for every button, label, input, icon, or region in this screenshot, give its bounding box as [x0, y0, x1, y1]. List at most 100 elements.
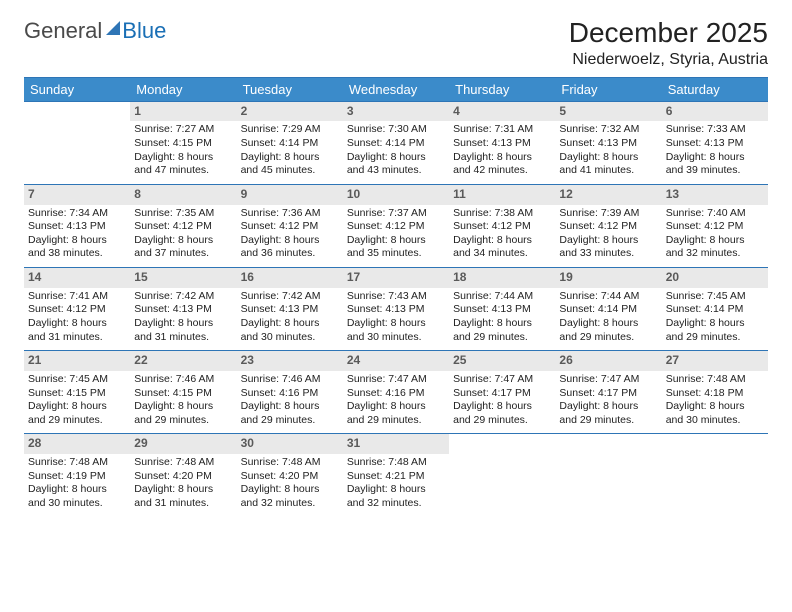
day-number: 18: [449, 268, 555, 288]
daylight-line: Daylight: 8 hours: [666, 400, 764, 414]
daylight-line: Daylight: 8 hours: [347, 483, 445, 497]
day-number: 12: [555, 185, 661, 205]
dow-sunday: Sunday: [24, 78, 130, 101]
sunrise-line: Sunrise: 7:47 AM: [453, 373, 551, 387]
daylight-line: and 30 minutes.: [666, 414, 764, 428]
sunset-line: Sunset: 4:13 PM: [559, 137, 657, 151]
sunset-line: Sunset: 4:15 PM: [134, 387, 232, 401]
month-title: December 2025: [569, 18, 768, 49]
sunrise-line: Sunrise: 7:47 AM: [347, 373, 445, 387]
dow-friday: Friday: [555, 78, 661, 101]
sunrise-line: Sunrise: 7:34 AM: [28, 207, 126, 221]
daylight-line: and 29 minutes.: [559, 414, 657, 428]
daylight-line: and 31 minutes.: [28, 331, 126, 345]
sunset-line: Sunset: 4:13 PM: [134, 303, 232, 317]
sunrise-line: Sunrise: 7:27 AM: [134, 123, 232, 137]
daylight-line: and 29 minutes.: [28, 414, 126, 428]
daylight-line: Daylight: 8 hours: [347, 151, 445, 165]
day-number: 1: [130, 102, 236, 122]
day-cell: 8Sunrise: 7:35 AMSunset: 4:12 PMDaylight…: [130, 185, 236, 267]
week-row: 1Sunrise: 7:27 AMSunset: 4:15 PM Daylight…: [24, 101, 768, 184]
sunset-line: Sunset: 4:13 PM: [453, 137, 551, 151]
weeks-container: 1Sunrise: 7:27 AMSunset: 4:15 PMDaylight…: [24, 101, 768, 517]
day-cell: 4Sunrise: 7:31 AMSunset: 4:13 PMDaylight…: [449, 102, 555, 184]
day-number: 30: [237, 434, 343, 454]
sunrise-line: Sunrise: 7:32 AM: [559, 123, 657, 137]
day-cell: 12Sunrise: 7:39 AMSunset: 4:12 PMDayligh…: [555, 185, 661, 267]
day-of-week-header: Sunday Monday Tuesday Wednesday Thursday…: [24, 78, 768, 101]
sunset-line: Sunset: 4:12 PM: [28, 303, 126, 317]
day-cell: 11Sunrise: 7:38 AMSunset: 4:12 PMDayligh…: [449, 185, 555, 267]
day-number: 15: [130, 268, 236, 288]
sunset-line: Sunset: 4:14 PM: [347, 137, 445, 151]
daylight-line: Daylight: 8 hours: [241, 317, 339, 331]
day-number: 9: [237, 185, 343, 205]
daylight-line: and 45 minutes.: [241, 164, 339, 178]
sunrise-line: Sunrise: 7:48 AM: [241, 456, 339, 470]
sunset-line: Sunset: 4:12 PM: [347, 220, 445, 234]
day-number: 16: [237, 268, 343, 288]
day-cell: [662, 434, 768, 516]
sunset-line: Sunset: 4:12 PM: [453, 220, 551, 234]
daylight-line: and 29 minutes.: [134, 414, 232, 428]
daylight-line: and 42 minutes.: [453, 164, 551, 178]
sunset-line: Sunset: 4:13 PM: [666, 137, 764, 151]
daylight-line: Daylight: 8 hours: [28, 234, 126, 248]
daylight-line: Daylight: 8 hours: [666, 317, 764, 331]
sunrise-line: Sunrise: 7:48 AM: [347, 456, 445, 470]
sunset-line: Sunset: 4:20 PM: [134, 470, 232, 484]
dow-monday: Monday: [130, 78, 236, 101]
day-cell: 29Sunrise: 7:48 AMSunset: 4:20 PMDayligh…: [130, 434, 236, 516]
daylight-line: Daylight: 8 hours: [134, 234, 232, 248]
day-number: 6: [662, 102, 768, 122]
daylight-line: and 29 minutes.: [559, 331, 657, 345]
daylight-line: Daylight: 8 hours: [241, 234, 339, 248]
sunset-line: Sunset: 4:19 PM: [28, 470, 126, 484]
sunset-line: Sunset: 4:12 PM: [559, 220, 657, 234]
sunset-line: Sunset: 4:18 PM: [666, 387, 764, 401]
sunset-line: Sunset: 4:12 PM: [241, 220, 339, 234]
top-bar: General Blue December 2025 Niederwoelz, …: [24, 18, 768, 69]
daylight-line: Daylight: 8 hours: [28, 317, 126, 331]
day-cell: 6Sunrise: 7:33 AMSunset: 4:13 PMDaylight…: [662, 102, 768, 184]
day-cell: 20Sunrise: 7:45 AMSunset: 4:14 PMDayligh…: [662, 268, 768, 350]
daylight-line: Daylight: 8 hours: [347, 317, 445, 331]
sunset-line: Sunset: 4:17 PM: [453, 387, 551, 401]
daylight-line: and 37 minutes.: [134, 247, 232, 261]
day-cell: 31Sunrise: 7:48 AMSunset: 4:21 PMDayligh…: [343, 434, 449, 516]
day-cell: 2Sunrise: 7:29 AMSunset: 4:14 PMDaylight…: [237, 102, 343, 184]
day-number: 24: [343, 351, 449, 371]
daylight-line: and 32 minutes.: [666, 247, 764, 261]
day-number: 28: [24, 434, 130, 454]
daylight-line: and 38 minutes.: [28, 247, 126, 261]
daylight-line: Daylight: 8 hours: [453, 234, 551, 248]
daylight-line: and 29 minutes.: [453, 414, 551, 428]
week-row: 28 Sunrise: 7:48 AM Sunset: 4:19 PM Dayligh…: [24, 433, 768, 516]
week-row: 14Sunrise: 7:41 AMSunset: 4:12 PMDayligh…: [24, 267, 768, 350]
sunrise-line: Sunrise: 7:40 AM: [666, 207, 764, 221]
daylight-line: and 30 minutes.: [347, 331, 445, 345]
sunrise-line: Sunrise: 7:46 AM: [134, 373, 232, 387]
daylight-line: Daylight: 8 hours: [241, 151, 339, 165]
day-cell: 10Sunrise: 7:37 AMSunset: 4:12 PMDayligh…: [343, 185, 449, 267]
sunset-line: Sunset: 4:15 PM: [134, 137, 232, 151]
daylight-line: Daylight: 8 hours: [347, 234, 445, 248]
day-number: 26: [555, 351, 661, 371]
day-number: 5: [555, 102, 661, 122]
daylight-line: and 31 minutes.: [134, 331, 232, 345]
daylight-line: and 29 minutes.: [453, 331, 551, 345]
day-cell: 9Sunrise: 7:36 AMSunset: 4:12 PMDaylight…: [237, 185, 343, 267]
day-number: 13: [662, 185, 768, 205]
daylight-line: and 32 minutes.: [347, 497, 445, 511]
daylight-line: and 29 minutes.: [241, 414, 339, 428]
sunrise-line: Sunrise: 7:42 AM: [134, 290, 232, 304]
sunset-line: Sunset: 4:13 PM: [453, 303, 551, 317]
day-cell: 19Sunrise: 7:44 AMSunset: 4:14 PMDayligh…: [555, 268, 661, 350]
week-row: 21Sunrise: 7:45 AMSunset: 4:15 PMDayligh…: [24, 350, 768, 433]
daylight-line: Daylight: 8 hours: [559, 151, 657, 165]
day-cell: 25Sunrise: 7:47 AMSunset: 4:17 PMDayligh…: [449, 351, 555, 433]
day-number: 20: [662, 268, 768, 288]
daylight-line: and 43 minutes.: [347, 164, 445, 178]
sunrise-line: Sunrise: 7:48 AM: [134, 456, 232, 470]
day-cell: 21Sunrise: 7:45 AMSunset: 4:15 PMDayligh…: [24, 351, 130, 433]
